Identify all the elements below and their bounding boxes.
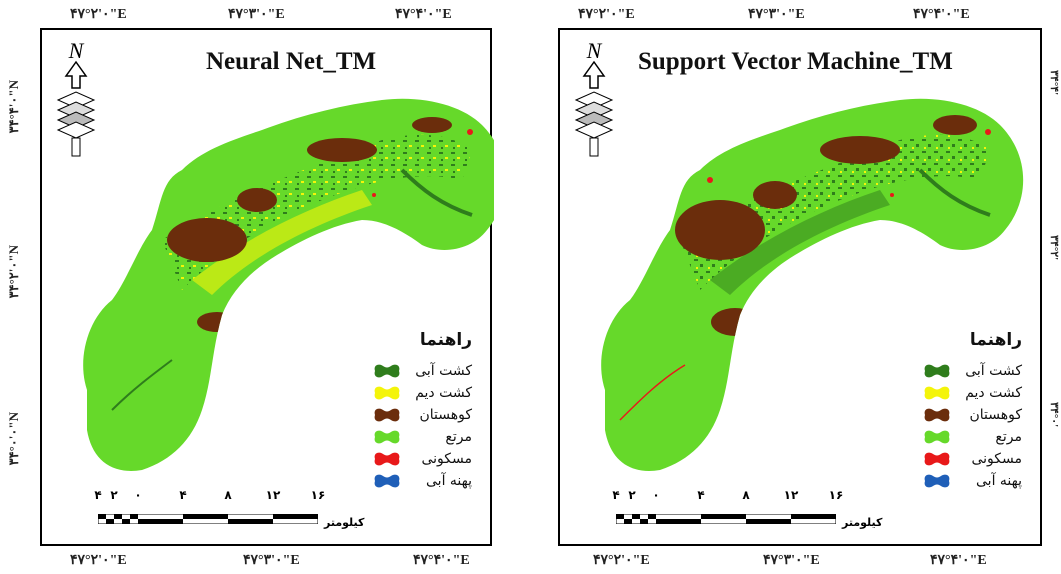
legend-item: مرتع [872, 426, 1022, 448]
scale-unit: کیلومتر [842, 516, 883, 529]
legend-item-label: مرتع [445, 429, 472, 445]
map-panel-svm: ۴۷°۲'۰"E ۴۷°۳'۰"E ۴۷°۴'۰"E [538, 0, 1058, 574]
legend-item: کشت آبی [872, 360, 1022, 382]
legend-item: مرتع [322, 426, 472, 448]
north-label: N [68, 40, 85, 63]
map-frame: N Support Vector Machine_TM راهنما کشت آ… [558, 28, 1042, 546]
legend-item-label: مرتع [995, 429, 1022, 445]
legend-swatch-icon [924, 408, 950, 422]
north-label: N [586, 40, 603, 63]
legend-swatch-icon [374, 408, 400, 422]
legend-item-label: کشت دیم [415, 385, 472, 401]
legend-item: مسکونی [322, 448, 472, 470]
scale-numbers: ۴ ۲ ۰ ۴ ۸ ۱۲ ۱۶ [612, 488, 896, 506]
scale-bar: ۴ ۲ ۰ ۴ ۸ ۱۲ ۱۶ کیلومتر [612, 488, 896, 538]
legend-item-label: پهنه آبی [976, 473, 1022, 489]
scale-number: ۲ [110, 488, 118, 502]
legend-item: مسکونی [872, 448, 1022, 470]
right-edge-coord-3: ۳۴°۰' [1048, 402, 1060, 428]
map-frame: N Neural Net_TM راهنما کشت آبی کشت دیم کوه… [40, 28, 494, 546]
scale-number: ۰ [652, 488, 660, 502]
coord-bottom-2: ۴۷°۳'۰"E [763, 553, 820, 568]
legend-item-label: کشت آبی [965, 363, 1022, 379]
scale-number: ۱۲ [265, 488, 281, 502]
scale-number: ۸ [742, 488, 750, 502]
scale-numbers: ۴ ۲ ۰ ۴ ۸ ۱۲ ۱۶ [94, 488, 378, 506]
right-edge-coord-1: ۳۴°۴' [1048, 70, 1060, 96]
scale-number: ۱۶ [310, 488, 326, 502]
coord-bottom-3: ۴۷°۴'۰"E [930, 553, 987, 568]
coord-top-3: ۴۷°۴'۰"E [913, 7, 970, 22]
north-arrow-icon: N [56, 38, 96, 157]
scale-number: ۴ [94, 488, 102, 502]
classified-map [83, 98, 494, 471]
coord-top-1: ۴۷°۲'۰"E [578, 7, 635, 22]
legend-item-label: کشت دیم [965, 385, 1022, 401]
legend-item-label: پهنه آبی [426, 473, 472, 489]
coord-left-3: ۳۴°۰'۰"N [6, 412, 21, 466]
coord-bottom-3: ۴۷°۴'۰"E [413, 553, 470, 568]
legend-items: کشت آبی کشت دیم کوهستان مرتع مسکونی پهنه آبی [322, 360, 472, 492]
legend-swatch-icon [374, 430, 400, 444]
legend-item-label: مسکونی [971, 451, 1022, 467]
right-edge-coords: ۳۴°۴' ۳۴°۲' ۳۴°۰' [1048, 30, 1061, 550]
legend-swatch-icon [924, 386, 950, 400]
legend-item: پهنه آبی [322, 470, 472, 492]
scale-number: ۴ [612, 488, 620, 502]
coord-top-2: ۴۷°۳'۰"E [748, 7, 805, 22]
scale-number: ۴ [179, 488, 187, 502]
legend-item: کشت آبی [322, 360, 472, 382]
coord-bottom-2: ۴۷°۳'۰"E [243, 553, 300, 568]
legend-title: راهنما [419, 330, 472, 350]
coord-bottom-1: ۴۷°۲'۰"E [70, 553, 127, 568]
scale-unit: کیلومتر [324, 516, 365, 529]
coord-left-1: ۳۴°۴'۰"N [6, 80, 21, 134]
north-arrow-icon: N [574, 38, 614, 157]
legend-items: کشت آبی کشت دیم کوهستان مرتع مسکونی پهنه آبی [872, 360, 1022, 492]
legend: راهنما کشت آبی کشت دیم کوهستان مرتع مسکونی په… [872, 330, 1022, 492]
scale-number: ۰ [134, 488, 142, 502]
map-panel-neural-net: ۴۷°۲'۰"E ۴۷°۳'۰"E ۴۷°۴'۰"E ۳۴°۴'۰"N ۳۴°۲… [0, 0, 520, 574]
scale-number: ۴ [697, 488, 705, 502]
legend-swatch-icon [924, 474, 950, 488]
north-arrow: N [572, 38, 616, 160]
legend-item: پهنه آبی [872, 470, 1022, 492]
coord-bottom-1: ۴۷°۲'۰"E [593, 553, 650, 568]
coord-left-2: ۳۴°۲'۰"N [6, 245, 21, 299]
north-arrow: N [54, 38, 98, 160]
right-edge-coord-2: ۳۴°۲' [1048, 235, 1060, 261]
scale-number: ۲ [628, 488, 636, 502]
scale-bar-graphic [98, 514, 318, 524]
scale-number: ۸ [224, 488, 232, 502]
legend-swatch-icon [924, 430, 950, 444]
legend-swatch-icon [374, 386, 400, 400]
legend-item: کشت دیم [322, 382, 472, 404]
legend-item-label: کوهستان [969, 407, 1022, 423]
coord-top-3: ۴۷°۴'۰"E [395, 7, 452, 22]
coord-top-1: ۴۷°۲'۰"E [70, 7, 127, 22]
legend-title: راهنما [969, 330, 1022, 350]
legend-item-label: کوهستان [419, 407, 472, 423]
legend-swatch-icon [374, 364, 400, 378]
legend-item: کوهستان [872, 404, 1022, 426]
coord-top-2: ۴۷°۳'۰"E [228, 7, 285, 22]
legend-item-label: مسکونی [421, 451, 472, 467]
legend-item: کوهستان [322, 404, 472, 426]
legend: راهنما کشت آبی کشت دیم کوهستان مرتع مسکونی په… [322, 330, 472, 492]
legend-swatch-icon [924, 364, 950, 378]
legend-item: کشت دیم [872, 382, 1022, 404]
legend-swatch-icon [374, 452, 400, 466]
scale-bar: ۴ ۲ ۰ ۴ ۸ ۱۲ ۱۶ کیلومتر [94, 488, 378, 538]
map-title: Support Vector Machine_TM [638, 48, 953, 75]
map-title: Neural Net_TM [206, 48, 377, 75]
legend-swatch-icon [924, 452, 950, 466]
scale-number: ۱۶ [828, 488, 844, 502]
scale-bar-graphic [616, 514, 836, 524]
legend-item-label: کشت آبی [415, 363, 472, 379]
legend-swatch-icon [374, 474, 400, 488]
scale-number: ۱۲ [783, 488, 799, 502]
classified-map [601, 98, 1024, 471]
